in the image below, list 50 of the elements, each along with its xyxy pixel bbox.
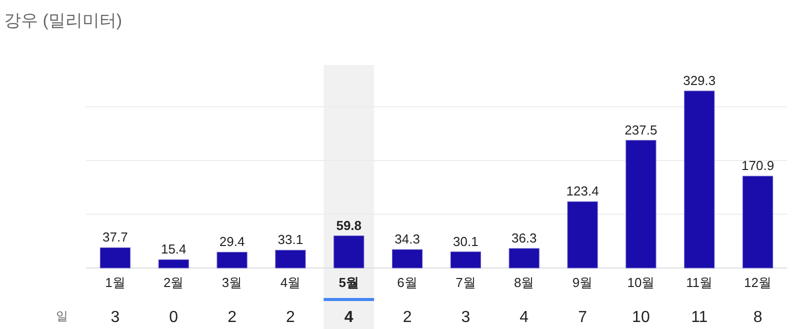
bar <box>216 252 248 268</box>
bar <box>334 236 364 268</box>
data-label: 34.3 <box>394 232 420 247</box>
bar <box>742 176 774 268</box>
data-label: 8 <box>753 309 762 326</box>
bar <box>100 247 131 268</box>
data-label: 29.4 <box>219 234 245 250</box>
x-tick-label: 9월 <box>572 275 593 290</box>
data-label: 329.3 <box>683 72 716 88</box>
bar <box>158 259 189 268</box>
x-tick-label: 4월 <box>280 275 301 290</box>
x-tick-label: 3월 <box>222 275 242 290</box>
data-label: 0 <box>169 309 178 326</box>
data-label: 3 <box>461 309 470 326</box>
data-label: 10 <box>632 309 650 326</box>
data-label: 4 <box>520 309 529 326</box>
chart-title: 강우 (밀리미터) <box>4 11 122 30</box>
data-label: 123.4 <box>566 184 599 199</box>
data-label: 33.1 <box>278 232 304 248</box>
x-tick-label: 5월 <box>338 275 359 290</box>
text: 일 <box>56 309 68 323</box>
bar <box>508 248 540 268</box>
data-label: 11 <box>691 309 708 326</box>
data-label: 59.8 <box>336 218 362 233</box>
x-tick-label: 7월 <box>456 275 476 290</box>
data-label: 2 <box>228 309 237 326</box>
data-label: 37.7 <box>102 230 128 245</box>
x-tick-label: 11월 <box>686 275 713 290</box>
x-tick-label: 8월 <box>514 275 534 290</box>
bar <box>392 249 423 268</box>
bar <box>275 250 306 268</box>
data-label: 7 <box>578 309 588 326</box>
bar <box>567 201 598 268</box>
x-tick-label: 10월 <box>627 275 655 290</box>
bar <box>684 90 715 268</box>
data-label: 2 <box>402 309 412 326</box>
x-tick-label: 6월 <box>397 275 418 290</box>
x-tick-label: 1월 <box>105 275 126 290</box>
data-label: 2 <box>286 309 296 326</box>
x-tick-label: 12월 <box>744 275 772 290</box>
data-label: 237.5 <box>624 122 658 138</box>
data-label: 36.3 <box>511 230 537 246</box>
data-label: 170.9 <box>742 158 774 174</box>
bar <box>626 140 656 268</box>
data-label: 15.4 <box>160 242 186 257</box>
bar <box>450 252 482 268</box>
data-label: 3 <box>110 309 120 326</box>
data-label: 4 <box>344 309 354 326</box>
x-tick-label: 2월 <box>164 275 184 290</box>
data-label: 30.1 <box>453 234 478 249</box>
